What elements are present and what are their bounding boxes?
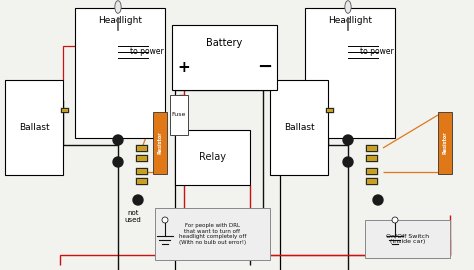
Text: Resistor: Resistor [443, 132, 447, 154]
Bar [366, 177, 378, 184]
Bar [136, 144, 148, 151]
Bar [438, 112, 452, 174]
Text: For people with DRL
that want to turn off
headlight completely off
(With no bulb: For people with DRL that want to turn of… [179, 223, 246, 245]
Text: Fuse: Fuse [172, 113, 186, 117]
Text: Ballast: Ballast [18, 123, 49, 132]
Bar [365, 220, 450, 258]
Bar [136, 177, 148, 184]
Bar [62, 109, 68, 112]
Bar [137, 178, 147, 184]
Text: −: − [257, 58, 273, 76]
Bar [367, 168, 377, 174]
Text: Battery: Battery [206, 38, 243, 48]
Bar [367, 146, 377, 150]
Circle shape [113, 157, 123, 167]
Circle shape [373, 195, 383, 205]
Bar [170, 95, 188, 135]
Text: to power: to power [360, 48, 394, 56]
Ellipse shape [115, 1, 121, 13]
Bar [305, 8, 395, 138]
Text: not
used: not used [125, 210, 141, 223]
Circle shape [113, 135, 123, 145]
Bar [153, 112, 167, 174]
Bar [366, 167, 378, 174]
Bar [175, 130, 250, 185]
Bar [75, 8, 165, 138]
Text: Headlight: Headlight [328, 16, 372, 25]
Text: Relay: Relay [199, 153, 226, 163]
Text: Resistor: Resistor [157, 132, 163, 154]
Bar [61, 107, 69, 113]
Bar [137, 168, 147, 174]
Bar [175, 90, 280, 270]
Circle shape [133, 195, 143, 205]
Bar [327, 109, 333, 112]
Bar [137, 146, 147, 150]
Bar [326, 107, 334, 113]
Bar [367, 156, 377, 160]
Bar [136, 154, 148, 161]
Bar [366, 144, 378, 151]
Ellipse shape [345, 1, 351, 13]
Bar [270, 80, 328, 175]
Text: Headlight: Headlight [98, 16, 142, 25]
Circle shape [343, 135, 353, 145]
Bar [367, 178, 377, 184]
Circle shape [343, 157, 353, 167]
Bar [137, 156, 147, 160]
Bar [136, 167, 148, 174]
Bar [155, 208, 270, 260]
Text: +: + [178, 59, 191, 75]
Circle shape [162, 217, 168, 223]
Bar [172, 25, 277, 90]
Bar [366, 154, 378, 161]
Text: On/Off Switch
(inside car): On/Off Switch (inside car) [386, 234, 429, 244]
Bar [5, 80, 63, 175]
Circle shape [392, 217, 398, 223]
Text: to power: to power [130, 48, 164, 56]
Text: Ballast: Ballast [283, 123, 314, 132]
